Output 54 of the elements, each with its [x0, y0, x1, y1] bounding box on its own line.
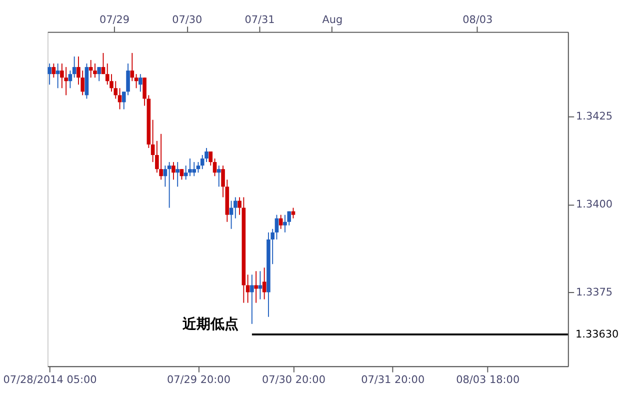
- candlestick: [291, 207, 296, 219]
- candlestick: [188, 158, 192, 177]
- annotation: 近期低点: [182, 316, 239, 333]
- x-tick-label: 07/29 20:00: [166, 374, 230, 386]
- x2-tick-label: 08/03: [462, 14, 493, 26]
- candlestick: [68, 70, 72, 89]
- candlestick: [56, 63, 60, 89]
- candlestick: [212, 158, 217, 177]
- candlestick: [229, 200, 234, 230]
- candlestick: [283, 214, 287, 233]
- candlestick: [72, 56, 76, 78]
- candlestick: [208, 151, 213, 166]
- candlestick: [242, 196, 246, 304]
- x2-tick-label: 07/29: [99, 14, 130, 26]
- x2-tick-label: 07/31: [244, 14, 275, 26]
- candlestick: [118, 88, 122, 110]
- candlestick: [48, 63, 52, 86]
- candlestick: [254, 270, 258, 304]
- candlestick: [192, 162, 196, 177]
- y-tick-label: 1.3425: [576, 110, 613, 123]
- x-tick-label: 08/03 18:00: [456, 374, 520, 386]
- candlestick: [258, 270, 262, 300]
- candlestick: [274, 214, 279, 240]
- candlestick: [167, 162, 172, 208]
- y-tick-label: 1.3400: [576, 198, 613, 211]
- candlestick: [180, 168, 184, 180]
- candlestick: [88, 60, 93, 78]
- candlestick: [101, 52, 106, 75]
- candlestick: [130, 52, 134, 82]
- candlestick: [97, 66, 102, 82]
- candlestick: [64, 66, 68, 96]
- candlestick: [250, 274, 254, 324]
- ref-line-label: 1.33630: [576, 328, 619, 340]
- candlestick: [138, 74, 142, 92]
- candlestick: [216, 165, 221, 188]
- x2-tick-label: 07/30: [172, 14, 202, 26]
- candlestick: [278, 214, 283, 230]
- x-tick-label: 07/31 20:00: [361, 374, 425, 386]
- x-tick-label: 07/30 20:00: [262, 374, 326, 386]
- candlestick: [84, 63, 89, 100]
- candlestick: [266, 232, 270, 318]
- x2-tick-label: Aug: [322, 14, 343, 26]
- candlestick: [52, 63, 56, 78]
- y-tick-label: 1.3375: [576, 286, 613, 299]
- candlestick: [262, 267, 266, 300]
- candlestick: [246, 274, 250, 304]
- x-tick-label: 07/28/2014 05:00: [3, 374, 97, 386]
- candlestick: [93, 63, 97, 78]
- candlestick: [172, 162, 176, 180]
- candlestick: [176, 162, 180, 188]
- candlestick: [163, 165, 168, 188]
- candlestick: [159, 133, 163, 180]
- candlestick: [134, 74, 138, 89]
- candlestick: [196, 162, 200, 174]
